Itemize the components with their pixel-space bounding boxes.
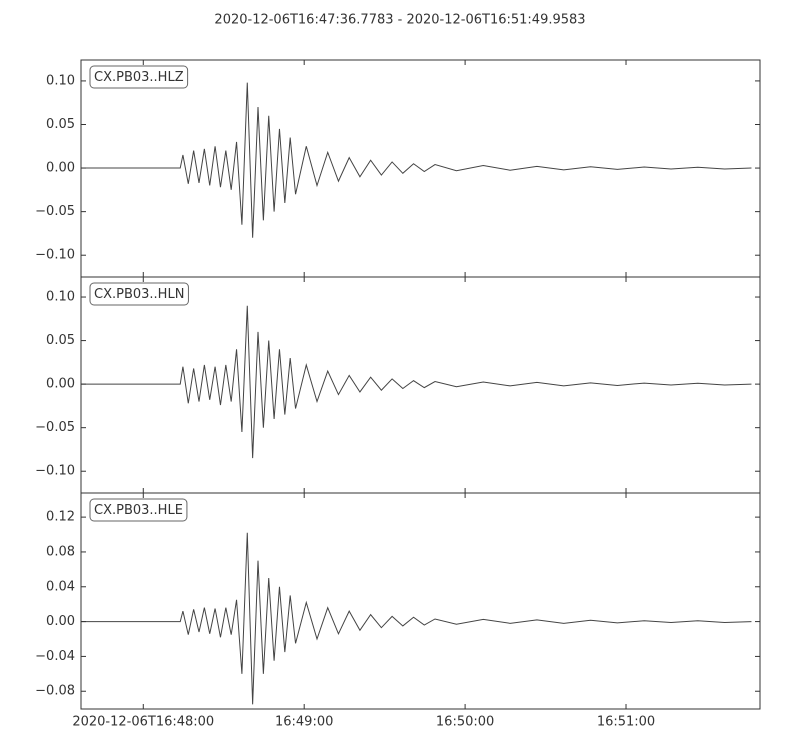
y-tick-label: 0.04 xyxy=(46,579,75,594)
y-tick-label: 0.05 xyxy=(46,117,75,132)
trace-label-box xyxy=(89,282,189,306)
waveform xyxy=(81,82,752,238)
y-tick-label: −0.10 xyxy=(35,248,75,263)
y-tick-label: −0.08 xyxy=(35,684,75,699)
y-tick-label: 0.00 xyxy=(46,614,75,629)
y-tick-label: 0.05 xyxy=(46,333,75,348)
y-tick-label: −0.05 xyxy=(35,420,75,435)
trace-label: CX.PB03..HLZ xyxy=(94,70,184,85)
trace-label-box xyxy=(89,65,189,89)
y-tick-label: 0.10 xyxy=(46,290,75,305)
x-tick-label: 16:49:00 xyxy=(275,715,333,730)
y-tick-label: 0.10 xyxy=(46,73,75,88)
trace-label: CX.PB03..HLN xyxy=(94,287,184,302)
waveform xyxy=(81,532,752,705)
y-tick-label: 0.00 xyxy=(46,161,75,176)
y-tick-label: −0.05 xyxy=(35,204,75,219)
y-tick-label: 0.08 xyxy=(46,544,75,559)
waveform xyxy=(81,305,752,459)
x-tick-label: 16:50:00 xyxy=(436,715,494,730)
trace-label-box xyxy=(89,498,188,522)
trace-label: CX.PB03..HLE xyxy=(94,503,183,518)
x-tick-label: 2020-12-06T16:48:00 xyxy=(72,715,214,730)
axes-frame xyxy=(80,492,761,710)
chart-title: 2020-12-06T16:47:36.7783 - 2020-12-06T16… xyxy=(214,13,585,28)
y-tick-label: −0.10 xyxy=(35,464,75,479)
y-tick-label: 0.12 xyxy=(46,510,75,525)
x-tick-label: 16:51:00 xyxy=(597,715,655,730)
y-tick-label: 0.00 xyxy=(46,377,75,392)
y-tick-label: −0.04 xyxy=(35,649,75,664)
